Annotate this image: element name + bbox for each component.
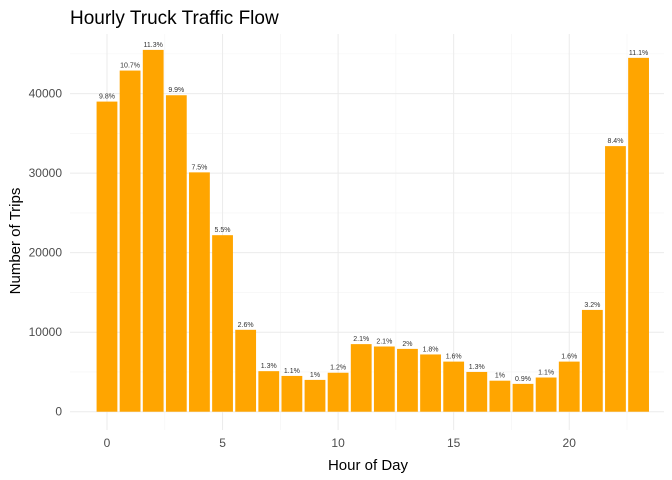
bar-hour-18	[512, 383, 534, 412]
x-tick-label: 5	[219, 436, 226, 450]
bar-label-hour-17: 1%	[495, 373, 505, 380]
bars	[96, 49, 649, 412]
bar-label-hour-21: 3.2%	[584, 302, 600, 309]
bar-hour-12	[373, 346, 395, 412]
bar-hour-2	[142, 49, 164, 412]
bar-hour-4	[189, 172, 210, 412]
bar-hour-5	[212, 235, 233, 412]
bar-label-hour-20: 1.6%	[561, 354, 577, 361]
bar-hour-15	[443, 361, 465, 412]
bar-label-hour-15: 1.6%	[446, 354, 462, 361]
x-tick-label: 10	[331, 436, 345, 450]
bar-hour-8	[281, 375, 303, 412]
bar-hour-7	[258, 371, 280, 412]
bar-hour-14	[420, 354, 441, 412]
chart-title: Hourly Truck Traffic Flow	[70, 8, 279, 29]
x-tick-label: 20	[563, 436, 577, 450]
bar-label-hour-9: 1%	[310, 372, 320, 379]
bar-hour-11	[350, 344, 372, 412]
bar-label-hour-10: 1.2%	[330, 365, 346, 372]
bar-label-hour-16: 1.3%	[469, 364, 485, 371]
bar-hour-20	[558, 361, 580, 412]
bar-hour-0	[96, 101, 118, 412]
y-tick-label: 10000	[29, 325, 63, 339]
bar-label-hour-3: 9.9%	[168, 87, 184, 94]
bar-label-hour-8: 1.1%	[284, 368, 300, 375]
bar-hour-1	[119, 70, 141, 412]
bar-hour-23	[628, 57, 649, 412]
bar-label-hour-18: 0.9%	[515, 376, 531, 383]
bar-hour-21	[581, 309, 603, 412]
y-tick-label: 40000	[29, 87, 63, 101]
bar-label-hour-5: 5.5%	[215, 227, 231, 234]
y-axis-title: Number of Trips	[7, 188, 24, 295]
bar-hour-17	[489, 380, 511, 412]
bar-label-hour-2: 11.3%	[144, 42, 163, 49]
bar-label-hour-4: 7.5%	[191, 164, 207, 171]
bar-hour-9	[304, 379, 326, 412]
tick-labels: 0 10000 20000 30000 40000 0 5 10 15 20	[29, 87, 577, 450]
bar-hour-19	[535, 377, 557, 412]
bar-label-hour-7: 1.3%	[261, 363, 277, 370]
y-tick-label: 20000	[29, 246, 63, 260]
bar-hour-16	[466, 371, 488, 412]
bar-label-hour-11: 2.1%	[353, 336, 369, 343]
x-tick-label: 0	[104, 436, 111, 450]
bar-label-hour-14: 1.8%	[423, 346, 439, 353]
y-tick-label: 30000	[29, 166, 63, 180]
bar-label-hour-13: 2%	[402, 341, 412, 348]
bar-label-hour-19: 1.1%	[538, 370, 554, 377]
bar-hour-22	[605, 146, 626, 412]
x-tick-label: 15	[447, 436, 461, 450]
x-axis-title: Hour of Day	[328, 457, 409, 474]
bar-label-hour-0: 9.8%	[99, 94, 115, 101]
data-labels: 9.8% 10.7% 11.3% 9.9% 7.5% 5.5% 2.6% 1.3% 1.1% 1%…	[99, 42, 648, 383]
bar-hour-13	[397, 348, 418, 412]
y-tick-label: 0	[55, 405, 62, 419]
bar-label-hour-1: 10.7%	[120, 63, 140, 70]
bar-hour-3	[165, 95, 187, 412]
bar-label-hour-22: 8.4%	[607, 138, 623, 145]
bar-label-hour-23: 11.1%	[629, 50, 648, 57]
bar-hour-10	[327, 372, 349, 412]
bar-label-hour-6: 2.6%	[238, 322, 254, 329]
bar-label-hour-12: 2.1%	[376, 339, 392, 346]
bar-hour-6	[235, 329, 257, 412]
